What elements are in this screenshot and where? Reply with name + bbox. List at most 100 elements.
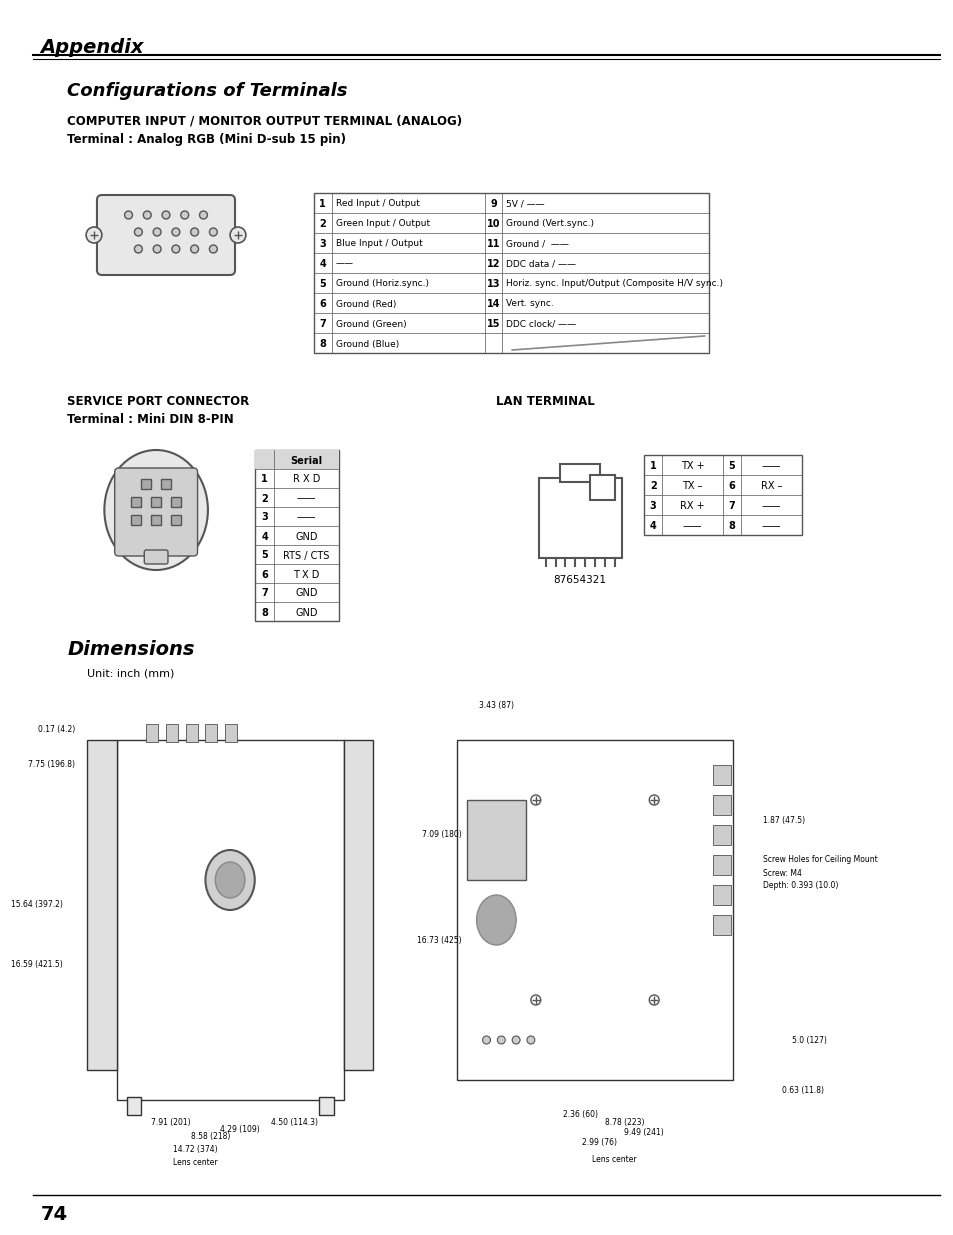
Text: LAN TERMINAL: LAN TERMINAL bbox=[496, 395, 595, 408]
Circle shape bbox=[134, 228, 142, 236]
Text: Green Input / Output: Green Input / Output bbox=[335, 220, 429, 228]
Text: 16.73 (425): 16.73 (425) bbox=[416, 935, 461, 945]
Bar bbox=[254, 450, 338, 621]
Bar bbox=[161, 479, 171, 489]
Text: Blue Input / Output: Blue Input / Output bbox=[335, 240, 422, 248]
Text: Unit: inch (mm): Unit: inch (mm) bbox=[87, 668, 174, 678]
Text: Configurations of Terminals: Configurations of Terminals bbox=[68, 82, 348, 100]
Circle shape bbox=[162, 211, 170, 219]
Text: 1: 1 bbox=[649, 461, 656, 471]
Bar bbox=[643, 454, 801, 535]
Text: 14: 14 bbox=[486, 299, 499, 309]
Text: DDC clock/ ——: DDC clock/ —— bbox=[506, 320, 576, 329]
Text: ——: —— bbox=[761, 461, 781, 471]
Text: R X D: R X D bbox=[293, 474, 320, 484]
Text: 5V / ——: 5V / —— bbox=[506, 200, 544, 209]
Circle shape bbox=[181, 211, 189, 219]
Circle shape bbox=[230, 227, 246, 243]
Text: 74: 74 bbox=[41, 1205, 68, 1224]
Text: 0.17 (4.2): 0.17 (4.2) bbox=[38, 725, 75, 734]
Text: 2: 2 bbox=[319, 219, 326, 228]
Text: 3.43 (87): 3.43 (87) bbox=[478, 701, 514, 710]
Text: 6: 6 bbox=[261, 569, 268, 579]
Bar bbox=[132, 496, 141, 508]
Text: ——: —— bbox=[296, 494, 316, 504]
Circle shape bbox=[531, 995, 540, 1005]
Bar bbox=[116, 740, 343, 1100]
Bar bbox=[713, 915, 730, 935]
Bar bbox=[186, 724, 197, 742]
Bar bbox=[456, 740, 732, 1079]
Text: 4.29 (109): 4.29 (109) bbox=[220, 1125, 259, 1134]
Text: 5: 5 bbox=[261, 551, 268, 561]
Text: 7.09 (180): 7.09 (180) bbox=[421, 830, 461, 840]
Text: Terminal : Mini DIN 8-PIN: Terminal : Mini DIN 8-PIN bbox=[68, 412, 233, 426]
Text: COMPUTER INPUT / MONITOR OUTPUT TERMINAL (ANALOG): COMPUTER INPUT / MONITOR OUTPUT TERMINAL… bbox=[68, 115, 462, 128]
Text: 11: 11 bbox=[486, 240, 499, 249]
Circle shape bbox=[209, 245, 217, 253]
Text: 2: 2 bbox=[649, 480, 656, 492]
Text: 0.63 (11.8): 0.63 (11.8) bbox=[781, 1086, 823, 1094]
Text: 7.75 (196.8): 7.75 (196.8) bbox=[29, 760, 75, 769]
Ellipse shape bbox=[215, 862, 245, 898]
Text: 9: 9 bbox=[490, 199, 497, 209]
Ellipse shape bbox=[205, 850, 254, 910]
Text: 5: 5 bbox=[728, 461, 735, 471]
Text: 8: 8 bbox=[319, 338, 326, 350]
FancyBboxPatch shape bbox=[114, 468, 197, 556]
Text: 5.0 (127): 5.0 (127) bbox=[791, 1035, 826, 1045]
Circle shape bbox=[497, 1036, 505, 1044]
Text: ——: —— bbox=[682, 521, 701, 531]
Circle shape bbox=[512, 1036, 519, 1044]
Bar bbox=[171, 496, 181, 508]
Bar bbox=[343, 740, 373, 1070]
Bar bbox=[318, 1097, 334, 1115]
Text: Screw: M4: Screw: M4 bbox=[761, 868, 801, 878]
Bar bbox=[314, 193, 709, 353]
Text: ——: —— bbox=[335, 259, 354, 268]
Text: 3: 3 bbox=[261, 513, 268, 522]
Text: 6: 6 bbox=[319, 299, 326, 309]
Text: ——: —— bbox=[761, 521, 781, 531]
Bar bbox=[225, 724, 236, 742]
Text: Ground (Red): Ground (Red) bbox=[335, 300, 395, 309]
Text: 12: 12 bbox=[486, 259, 499, 269]
Text: Serial: Serial bbox=[290, 456, 322, 466]
Text: T X D: T X D bbox=[293, 569, 319, 579]
Bar bbox=[713, 825, 730, 845]
Text: 3: 3 bbox=[649, 501, 656, 511]
Bar bbox=[171, 515, 181, 525]
Text: 7: 7 bbox=[261, 589, 268, 599]
Text: 4: 4 bbox=[649, 521, 656, 531]
Circle shape bbox=[191, 245, 198, 253]
Text: 7: 7 bbox=[728, 501, 735, 511]
Text: 2.36 (60): 2.36 (60) bbox=[562, 1110, 598, 1119]
Bar bbox=[166, 724, 177, 742]
Circle shape bbox=[172, 245, 179, 253]
Text: ——: —— bbox=[296, 513, 316, 522]
Text: 87654321: 87654321 bbox=[553, 576, 606, 585]
Text: 1.87 (47.5): 1.87 (47.5) bbox=[761, 815, 804, 825]
Text: 9.49 (241): 9.49 (241) bbox=[624, 1128, 663, 1137]
Text: 7.91 (201): 7.91 (201) bbox=[151, 1118, 191, 1128]
Text: Lens center: Lens center bbox=[173, 1158, 217, 1167]
FancyBboxPatch shape bbox=[590, 475, 614, 500]
Circle shape bbox=[172, 228, 179, 236]
Text: GND: GND bbox=[295, 608, 317, 618]
Text: TX +: TX + bbox=[680, 461, 703, 471]
Circle shape bbox=[86, 227, 102, 243]
Text: Depth: 0.393 (10.0): Depth: 0.393 (10.0) bbox=[761, 882, 837, 890]
Text: 7: 7 bbox=[319, 319, 326, 329]
Ellipse shape bbox=[476, 895, 516, 945]
Bar bbox=[466, 800, 525, 881]
Bar bbox=[713, 855, 730, 876]
Text: RTS / CTS: RTS / CTS bbox=[283, 551, 330, 561]
Bar bbox=[713, 795, 730, 815]
Text: 4: 4 bbox=[261, 531, 268, 541]
Bar bbox=[87, 740, 116, 1070]
Text: Terminal : Analog RGB (Mini D-sub 15 pin): Terminal : Analog RGB (Mini D-sub 15 pin… bbox=[68, 133, 346, 146]
Bar bbox=[151, 496, 161, 508]
Bar bbox=[254, 450, 338, 469]
Text: Appendix: Appendix bbox=[41, 38, 144, 57]
Bar bbox=[713, 764, 730, 785]
